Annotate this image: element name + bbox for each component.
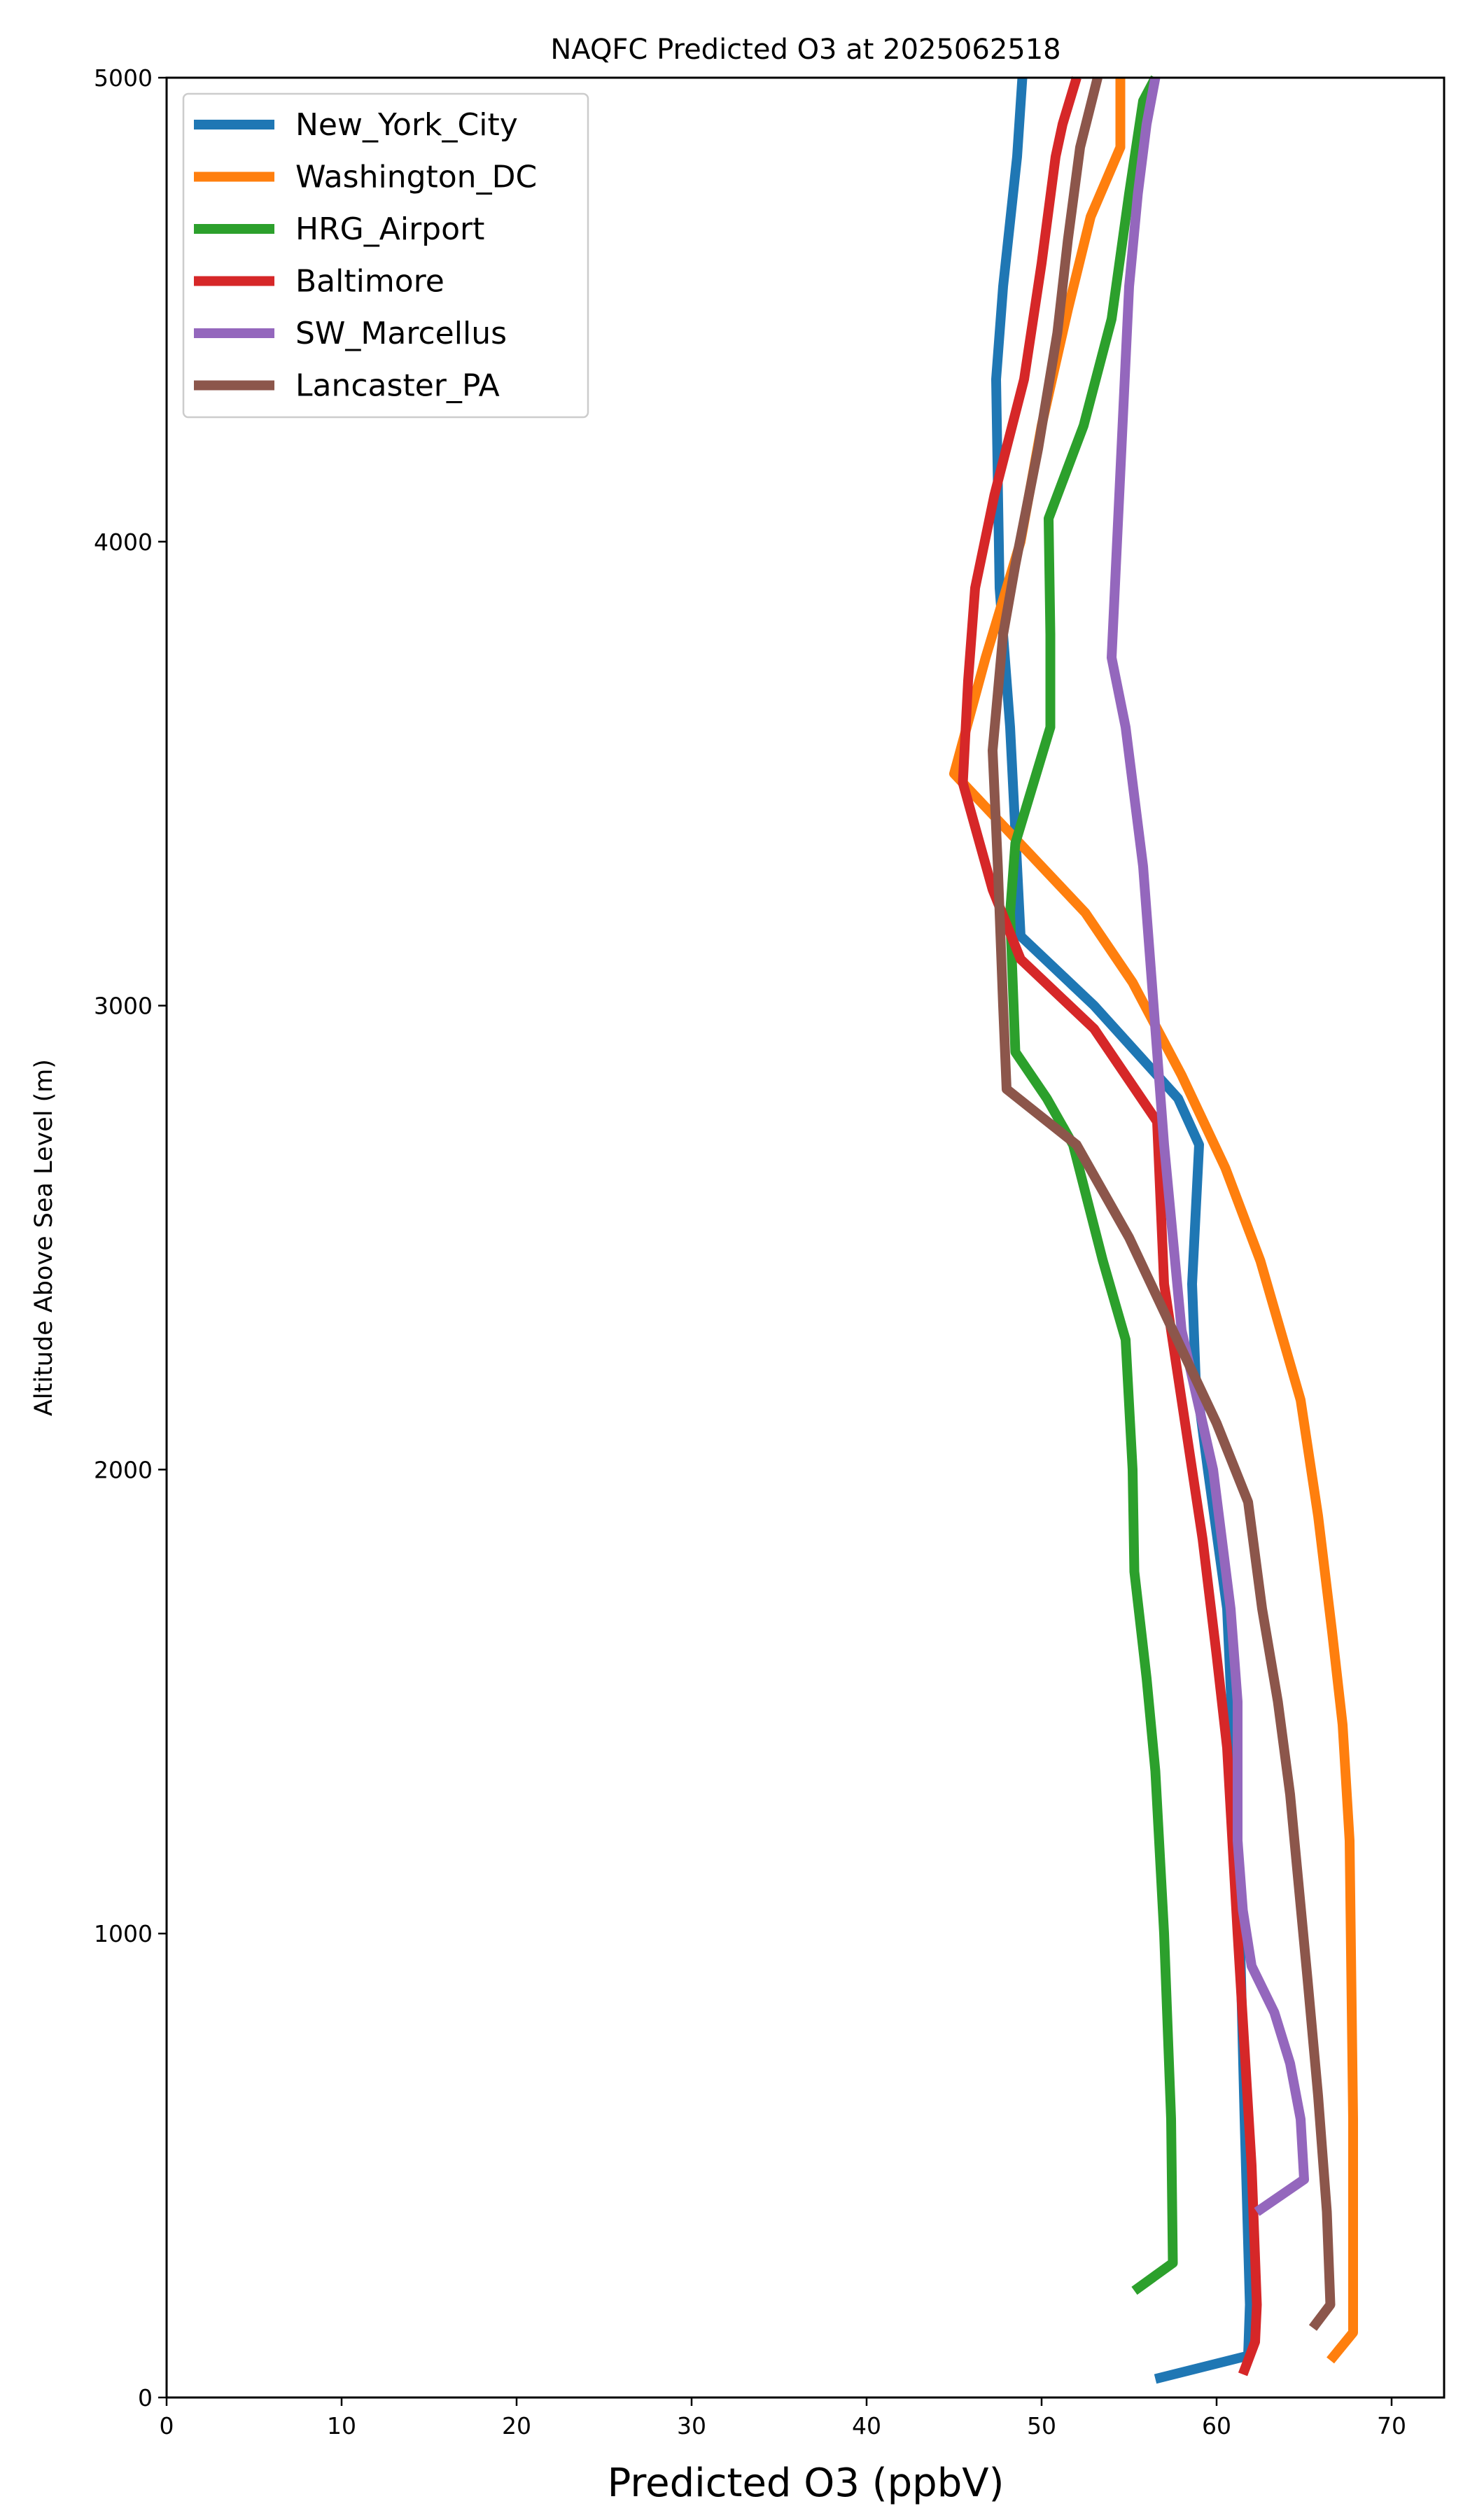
series-lines (949, 75, 1358, 2384)
chart-title: NAQFC Predicted O3 at 2025062518 (550, 34, 1060, 66)
series-line-hrg-airport (1005, 75, 1178, 2295)
series-line-sw-marcellus (1107, 76, 1309, 2216)
y-tick-label: 1000 (94, 1920, 153, 1947)
series-line-baltimore (958, 76, 1262, 2376)
legend: New_York_City Washington_DC HRG_Airport Bal… (182, 92, 589, 419)
legend-box (182, 92, 589, 419)
y-tick-label: 5000 (94, 64, 153, 92)
x-axis: 0 10 20 30 40 50 60 70 (160, 2398, 1406, 2440)
series-line-lancaster-pa (988, 76, 1336, 2331)
y-axis-label: Altitude Above Sea Level (m) (30, 1059, 58, 1416)
legend-label-new-york-city: New_York_City (295, 107, 518, 143)
y-tick-label: 3000 (94, 993, 153, 1020)
x-tick-label: 10 (327, 2412, 356, 2440)
x-tick-label: 0 (160, 2412, 174, 2440)
y-axis: 0 1000 2000 3000 4000 5000 (94, 64, 167, 2412)
x-tick-label: 50 (1027, 2412, 1056, 2440)
y-tick-label: 2000 (94, 1456, 153, 1483)
x-tick-label: 40 (852, 2412, 881, 2440)
x-axis-label: Predicted O3 (ppbV) (608, 2460, 1004, 2506)
y-tick-label: 4000 (94, 528, 153, 556)
legend-label-washington-dc: Washington_DC (295, 160, 537, 195)
axes-frame (165, 76, 1446, 2399)
x-tick-label: 70 (1377, 2412, 1406, 2440)
x-tick-label: 60 (1202, 2412, 1231, 2440)
x-tick-label: 30 (677, 2412, 706, 2440)
plot-area (165, 75, 1446, 2399)
legend-label-baltimore: Baltimore (295, 264, 444, 300)
x-tick-label: 20 (502, 2412, 531, 2440)
legend-label-sw-marcellus: SW_Marcellus (295, 316, 507, 351)
y-tick-label: 0 (138, 2384, 153, 2412)
legend-label-hrg-airport: HRG_Airport (295, 211, 484, 247)
legend-label-lancaster-pa: Lancaster_PA (295, 368, 500, 404)
